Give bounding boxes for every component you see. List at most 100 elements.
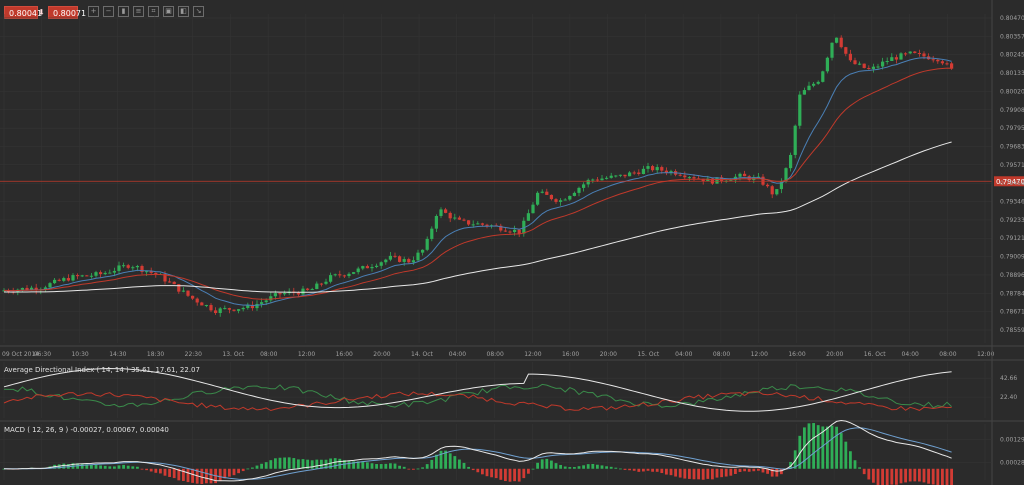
candle bbox=[540, 189, 544, 194]
candle bbox=[927, 53, 931, 60]
macd-line bbox=[3, 419, 952, 482]
drawing-icon[interactable]: ⌗ bbox=[148, 6, 159, 17]
current-price-tag bbox=[994, 176, 1024, 187]
candle bbox=[66, 274, 70, 282]
candle bbox=[223, 305, 227, 310]
objects-icon[interactable]: ◧ bbox=[178, 6, 189, 17]
macd-histogram-bar bbox=[632, 468, 636, 471]
indicators-icon[interactable]: ≡ bbox=[133, 6, 144, 17]
candle bbox=[618, 174, 622, 178]
zoom-in-icon[interactable]: + bbox=[88, 6, 99, 17]
price-tick-label: 0.79233 bbox=[1000, 217, 1024, 224]
candle bbox=[651, 164, 655, 172]
price-tick-label: 0.80020 bbox=[1000, 88, 1024, 95]
macd-histogram-bar bbox=[490, 468, 493, 478]
candle bbox=[503, 228, 507, 232]
macd-histogram-bar bbox=[554, 463, 558, 469]
screenshot-icon[interactable]: ▣ bbox=[163, 6, 174, 17]
macd-histogram-bar bbox=[297, 459, 300, 469]
candle bbox=[76, 273, 80, 280]
macd-histogram-bar bbox=[619, 468, 622, 470]
price-tick-label: 0.80245 bbox=[1000, 52, 1024, 59]
candle bbox=[646, 162, 650, 173]
macd-histogram-bar bbox=[862, 468, 866, 475]
macd-histogram-bar bbox=[228, 468, 231, 477]
candle bbox=[237, 309, 241, 314]
macd-histogram-bar bbox=[108, 466, 112, 469]
macd-histogram-bar bbox=[757, 468, 760, 471]
macd-histogram-bar bbox=[913, 468, 917, 482]
macd-histogram-bar bbox=[504, 468, 507, 482]
candle bbox=[301, 285, 305, 296]
price-tick-label: 0.79908 bbox=[1000, 107, 1024, 114]
macd-histogram-bar bbox=[770, 468, 774, 477]
macd-histogram-bar bbox=[481, 468, 484, 475]
macd-histogram-bar bbox=[241, 468, 245, 472]
candle bbox=[526, 209, 530, 221]
macd-histogram-bar bbox=[513, 468, 516, 482]
price-tick-label: 0.80357 bbox=[1000, 33, 1024, 40]
candle bbox=[398, 255, 402, 263]
candle bbox=[467, 220, 471, 226]
candle bbox=[195, 297, 199, 306]
time-tick-label: 18:30 bbox=[147, 351, 164, 358]
macd-histogram-bar bbox=[743, 468, 746, 472]
price-tick-label: 0.78559 bbox=[1000, 327, 1024, 334]
macd-histogram-bar bbox=[614, 467, 618, 469]
candle bbox=[108, 269, 112, 274]
candle bbox=[591, 178, 595, 184]
macd-histogram-bar bbox=[720, 468, 723, 478]
chart-type-icon[interactable]: ▮ bbox=[118, 6, 129, 17]
time-tick-label: 04:00 bbox=[675, 351, 692, 358]
macd-histogram-bar bbox=[895, 468, 898, 485]
price-tick-label: 0.80133 bbox=[1000, 70, 1024, 77]
bid-price[interactable]: 0.80041 bbox=[4, 6, 42, 19]
macd-histogram-bar bbox=[407, 468, 411, 470]
macd-histogram-bar bbox=[600, 465, 604, 469]
macd-histogram-bar bbox=[605, 466, 608, 469]
macd-histogram-bar bbox=[642, 468, 645, 472]
candle bbox=[554, 198, 558, 204]
candle bbox=[53, 278, 57, 285]
candle bbox=[204, 304, 208, 308]
macd-tick-label: 0.00028 bbox=[1000, 459, 1024, 466]
candle bbox=[572, 191, 576, 197]
candle bbox=[85, 275, 89, 277]
candle bbox=[122, 262, 126, 268]
price-tick-label: 0.79346 bbox=[1000, 199, 1024, 206]
ma-slow-line bbox=[4, 141, 952, 293]
candle bbox=[48, 281, 52, 289]
macd-histogram-bar bbox=[462, 462, 466, 469]
macd-histogram-bar bbox=[347, 460, 351, 469]
macd-histogram-bar bbox=[812, 423, 815, 469]
candle bbox=[384, 258, 388, 265]
ask-price[interactable]: 0.80071 bbox=[48, 6, 86, 19]
candle bbox=[761, 173, 765, 186]
macd-histogram-bar bbox=[931, 468, 935, 485]
macd-histogram-bar bbox=[881, 468, 884, 485]
macd-histogram-bar bbox=[573, 467, 576, 469]
macd-histogram-bar bbox=[269, 460, 273, 469]
macd-histogram-bar bbox=[531, 468, 535, 470]
macd-histogram-bar bbox=[159, 468, 162, 474]
settings-icon[interactable]: ↘ bbox=[193, 6, 204, 17]
macd-histogram-bar bbox=[145, 468, 148, 471]
candle bbox=[917, 49, 921, 57]
macd-histogram-bar bbox=[918, 468, 921, 482]
macd-tick-label: 0.00129 bbox=[1000, 437, 1024, 444]
candle bbox=[232, 309, 236, 312]
candle bbox=[126, 263, 130, 270]
macd-histogram-bar bbox=[149, 468, 153, 472]
zoom-out-icon[interactable]: − bbox=[103, 6, 114, 17]
time-tick-label: 14:30 bbox=[109, 351, 126, 358]
macd-histogram-bar bbox=[499, 468, 503, 480]
candle bbox=[559, 198, 563, 206]
macd-histogram-bar bbox=[628, 468, 631, 471]
macd-histogram-bar bbox=[517, 468, 521, 482]
macd-histogram-bar bbox=[352, 461, 355, 469]
candle bbox=[945, 61, 949, 66]
macd-histogram-bar bbox=[674, 468, 677, 477]
candle bbox=[632, 170, 636, 175]
time-tick-label: 12:00 bbox=[977, 351, 994, 358]
